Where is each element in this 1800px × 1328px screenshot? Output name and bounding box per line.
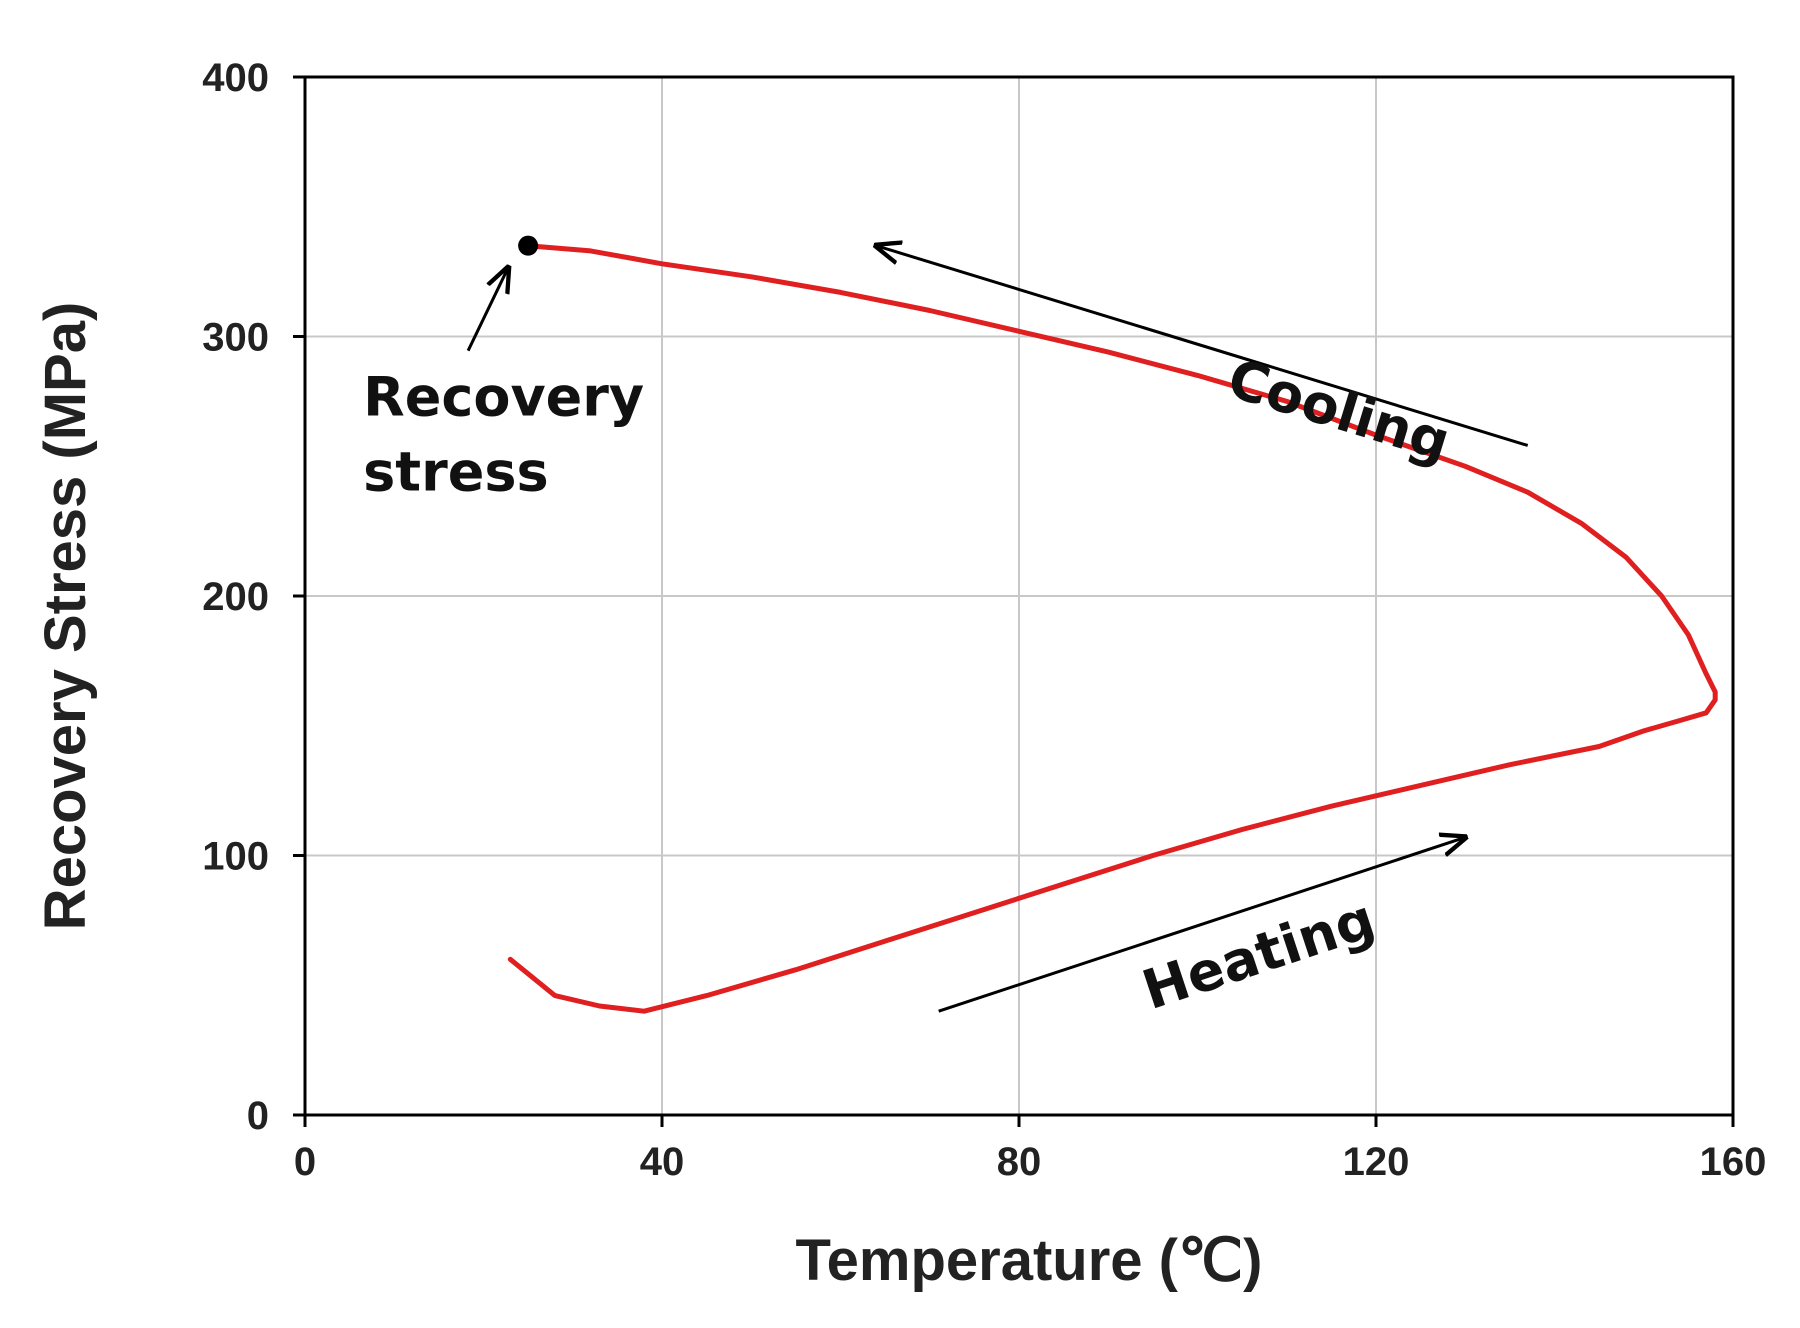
recovery-stress-arrow xyxy=(466,268,508,352)
recovery-stress-point xyxy=(518,235,539,256)
y-tick-label: 0 xyxy=(247,1094,269,1138)
axis-ticks: 0 40 80 120 160 0 100 200 300 400 xyxy=(202,56,1766,1184)
x-tick-label: 0 xyxy=(294,1140,316,1184)
y-tick-label: 300 xyxy=(202,316,269,360)
cooling-label: Cooling xyxy=(1221,347,1457,474)
grid xyxy=(305,77,1733,1115)
y-axis-title: Recovery Stress (MPa) xyxy=(33,302,98,931)
x-tick-label: 160 xyxy=(1700,1140,1767,1184)
x-axis-title: Temperature (℃) xyxy=(796,1228,1263,1293)
y-tick-label: 100 xyxy=(202,835,269,879)
recovery-stress-label-line2: stress xyxy=(363,441,549,504)
recovery-stress-label-line1: Recovery xyxy=(363,366,644,429)
y-tick-label: 200 xyxy=(202,575,269,619)
x-tick-label: 40 xyxy=(640,1140,685,1184)
heating-arrow xyxy=(938,837,1466,1013)
series-line-recovery-stress xyxy=(507,243,1718,1014)
y-tick-label: 400 xyxy=(202,56,269,100)
x-tick-label: 80 xyxy=(997,1140,1042,1184)
cooling-arrow xyxy=(876,246,1529,447)
heating-label: Heating xyxy=(1135,887,1382,1022)
x-tick-label: 120 xyxy=(1343,1140,1410,1184)
